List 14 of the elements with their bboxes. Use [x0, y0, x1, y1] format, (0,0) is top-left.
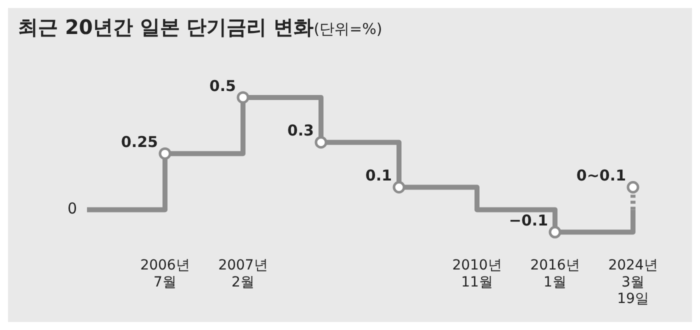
x-tick-label: 2010년 11월 — [452, 258, 502, 290]
data-label: 0.3 — [287, 122, 314, 140]
x-tick-label: 2024년 3월 19일 — [608, 258, 658, 308]
data-label: 0.1 — [365, 166, 392, 185]
chart-subtitle: (단위=%) — [314, 20, 382, 38]
data-label: −0.1 — [508, 212, 548, 230]
x-tick-label: 2016년 1월 — [530, 258, 580, 290]
chart-title: 최근 20년간 일본 단기금리 변화 — [18, 15, 314, 39]
x-tick-label: 2007년 2월 — [218, 258, 268, 290]
data-label: 0.5 — [209, 76, 236, 95]
data-label: 0~0.1 — [576, 166, 626, 185]
x-tick-label: 2006년 7월 — [140, 258, 190, 290]
data-label: 0.25 — [120, 132, 158, 151]
data-label: 0 — [67, 200, 77, 218]
